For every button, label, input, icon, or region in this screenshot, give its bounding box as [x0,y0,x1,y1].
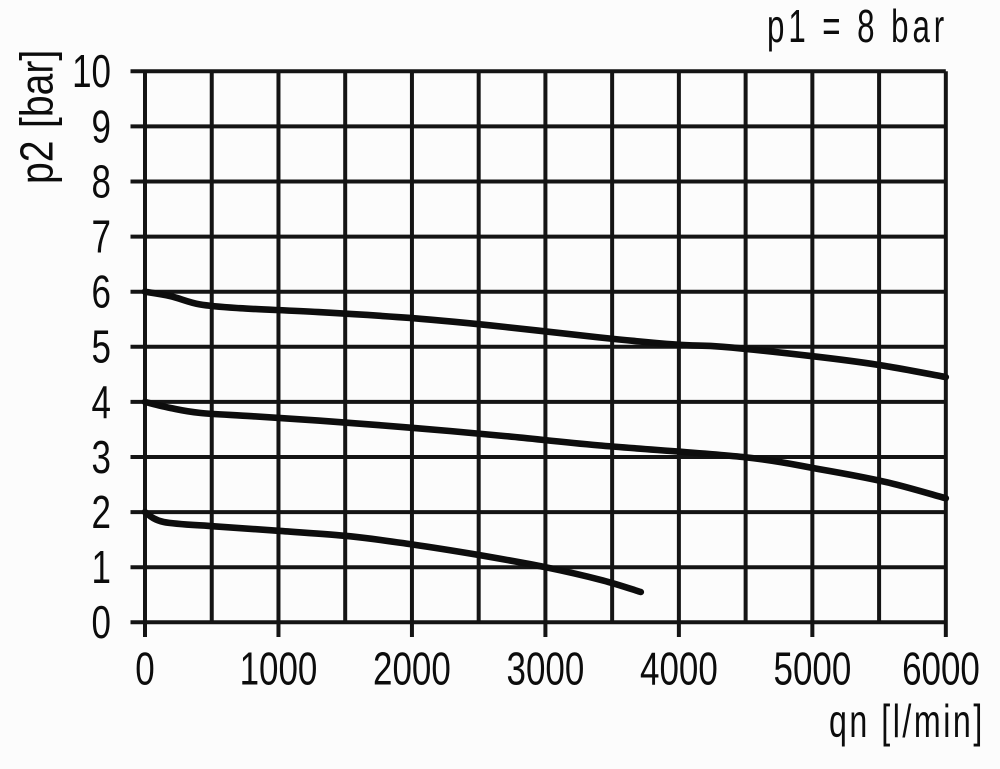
svg-text:9: 9 [92,101,111,153]
svg-text:6000: 6000 [902,643,980,695]
svg-text:10: 10 [72,46,111,98]
svg-text:3: 3 [92,431,111,483]
svg-text:2: 2 [92,486,111,538]
svg-text:3000: 3000 [507,643,585,695]
svg-text:qn [l/min]: qn [l/min] [829,696,985,747]
svg-text:4: 4 [92,376,111,428]
svg-text:p1 = 8 bar: p1 = 8 bar [767,1,948,52]
svg-text:8: 8 [92,156,111,208]
svg-text:0: 0 [135,643,154,695]
svg-text:1000: 1000 [240,643,318,695]
svg-text:5000: 5000 [774,643,852,695]
svg-text:6: 6 [92,266,111,318]
svg-text:7: 7 [92,211,111,263]
svg-text:5: 5 [92,321,111,373]
svg-text:4000: 4000 [640,643,718,695]
svg-text:0: 0 [92,597,111,649]
svg-text:p2 [bar]: p2 [bar] [12,50,64,184]
svg-text:1: 1 [92,541,111,593]
svg-text:2000: 2000 [373,643,451,695]
